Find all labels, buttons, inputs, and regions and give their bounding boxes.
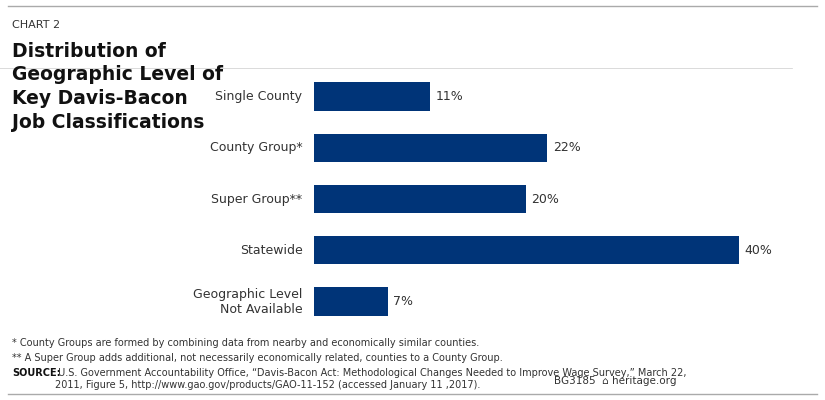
Text: 11%: 11% [436, 90, 464, 103]
Text: U.S. Government Accountability Office, “Davis-Bacon Act: Methodological Changes : U.S. Government Accountability Office, “… [55, 368, 686, 390]
Text: 40%: 40% [744, 244, 772, 257]
Bar [314, 134, 548, 162]
Text: BG3185  ⌂ heritage.org: BG3185 ⌂ heritage.org [554, 376, 676, 386]
Text: 22%: 22% [553, 141, 581, 154]
Text: CHART 2: CHART 2 [12, 20, 60, 30]
Bar [314, 288, 388, 316]
Text: 7%: 7% [394, 295, 413, 308]
Text: 20%: 20% [531, 192, 559, 206]
Text: SOURCE:: SOURCE: [12, 368, 61, 378]
Text: Distribution of
Geographic Level of
Key Davis-Bacon
Job Classifications: Distribution of Geographic Level of Key … [12, 42, 224, 132]
Text: * County Groups are formed by combining data from nearby and economically simila: * County Groups are formed by combining … [12, 338, 479, 348]
Bar [314, 236, 739, 264]
Bar [314, 185, 526, 213]
Text: ** A Super Group adds additional, not necessarily economically related, counties: ** A Super Group adds additional, not ne… [12, 353, 503, 363]
Bar [314, 82, 431, 111]
